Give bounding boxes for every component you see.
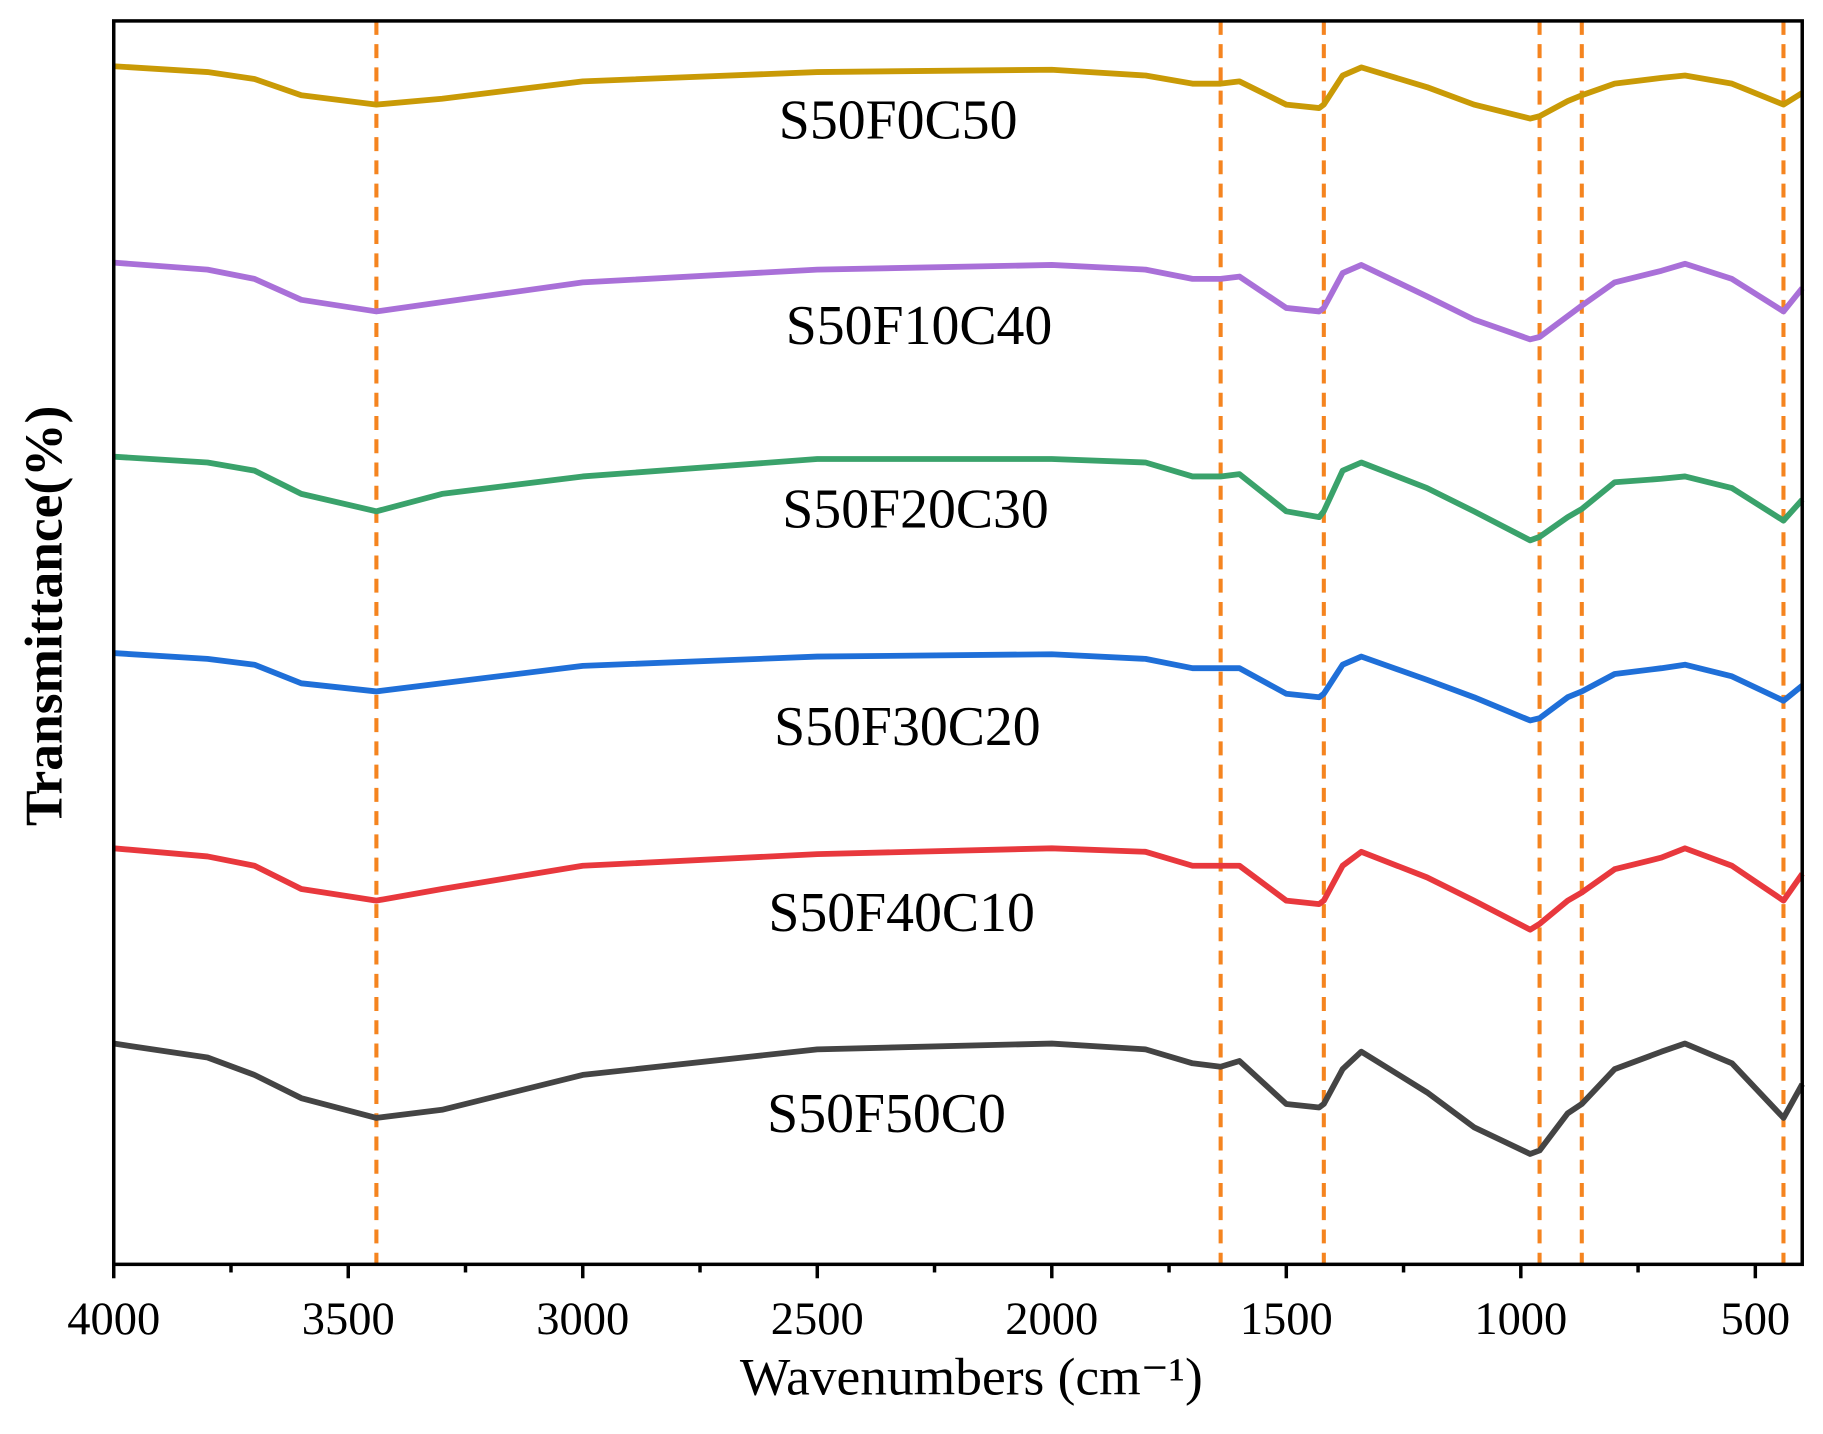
x-tick-label: 1500 <box>1240 1294 1333 1345</box>
x-tick-label: 1000 <box>1474 1294 1567 1345</box>
series-label: S50F10C40 <box>786 295 1053 357</box>
series-line <box>113 650 1805 724</box>
x-tick-label: 2000 <box>1005 1294 1098 1345</box>
series-line <box>113 63 1804 122</box>
series-label: S50F0C50 <box>779 89 1018 151</box>
x-tick-label: 4000 <box>67 1294 160 1345</box>
x-tick-label: 3000 <box>536 1294 629 1345</box>
x-tick-label: 2500 <box>771 1294 864 1345</box>
y-axis-label: Transmittance(%) <box>13 406 73 826</box>
series-label: S50F50C0 <box>767 1083 1006 1145</box>
series-label: S50F30C20 <box>774 696 1041 758</box>
series-line <box>113 845 1805 933</box>
x-tick-label: 3500 <box>302 1294 395 1345</box>
series-label: S50F20C30 <box>782 479 1049 541</box>
series-line <box>113 259 1805 343</box>
x-axis-label: Wavenumbers (cm⁻¹) <box>740 1346 1203 1406</box>
series-label: S50F40C10 <box>768 882 1035 944</box>
x-tick-label: 500 <box>1720 1294 1790 1345</box>
series-line <box>113 1040 1805 1157</box>
series-line <box>113 453 1805 544</box>
plot-frame <box>111 19 1804 1267</box>
